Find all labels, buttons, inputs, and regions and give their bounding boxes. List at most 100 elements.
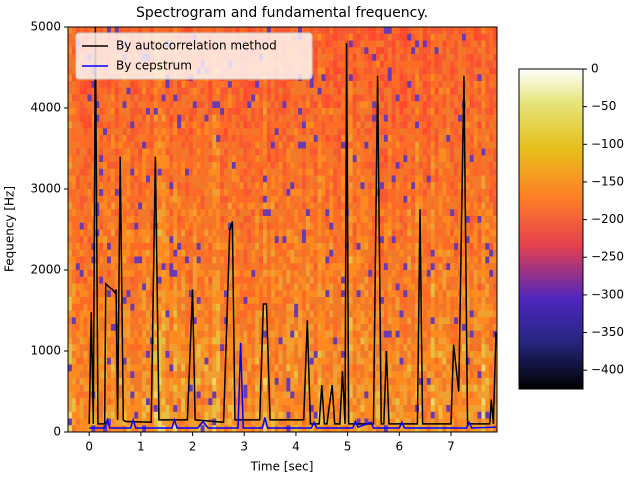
spectrogram-cell	[309, 283, 315, 291]
spectrogram-cell	[122, 418, 128, 426]
spectrogram-cell	[341, 351, 346, 359]
spectrogram-cell	[122, 94, 128, 102]
spectrogram-cell	[227, 344, 233, 352]
spectrogram-cell	[192, 344, 198, 352]
spectrogram-cell	[79, 317, 85, 325]
spectrogram-cell	[204, 121, 209, 129]
spectrogram-cell	[200, 148, 206, 156]
spectrogram-cell	[87, 189, 92, 197]
spectrogram-cell	[231, 175, 237, 183]
spectrogram-cell	[185, 155, 190, 163]
spectrogram-cell	[134, 195, 139, 204]
spectrogram-cell	[255, 162, 260, 170]
spectrogram-cell	[380, 216, 385, 224]
spectrogram-cell	[278, 344, 284, 352]
spectrogram-cell	[348, 411, 354, 420]
spectrogram-cell	[325, 344, 330, 352]
spectrogram-cell	[278, 337, 284, 345]
spectrogram-cell	[321, 364, 326, 372]
spectrogram-cell	[302, 155, 307, 163]
spectrogram-cell	[372, 229, 377, 237]
spectrogram-cell	[282, 182, 287, 190]
spectrogram-cell	[177, 364, 182, 372]
spectrogram-cell	[337, 324, 342, 332]
spectrogram-cell	[270, 236, 276, 244]
spectrogram-cell	[79, 27, 85, 35]
spectrogram-cell	[114, 425, 120, 432]
spectrogram-cell	[181, 81, 186, 89]
spectrogram-cell	[220, 108, 225, 116]
spectrogram-cell	[192, 324, 198, 332]
spectrogram-cell	[360, 33, 365, 42]
spectrogram-cell	[134, 276, 139, 285]
spectrogram-cell	[239, 148, 245, 156]
spectrogram-cell	[122, 398, 128, 406]
spectrogram-cell	[270, 344, 276, 352]
spectrogram-cell	[79, 148, 85, 156]
spectrogram-cell	[126, 243, 131, 251]
spectrogram-cell	[305, 384, 311, 393]
spectrogram-cell	[157, 216, 163, 224]
spectrogram-cell	[266, 175, 272, 183]
spectrogram-cell	[227, 263, 233, 271]
spectrogram-cell	[68, 229, 73, 237]
spectrogram-cell	[181, 128, 186, 136]
spectrogram-cell	[387, 202, 393, 210]
spectrogram-cell	[79, 330, 85, 339]
spectrogram-cell	[130, 141, 135, 150]
spectrogram-cell	[173, 337, 178, 345]
spectrogram-cell	[204, 411, 209, 420]
spectrogram-cell	[290, 270, 295, 278]
spectrogram-cell	[282, 135, 287, 143]
spectrogram-cell	[383, 81, 389, 89]
spectrogram-cell	[192, 135, 198, 143]
spectrogram-cell	[317, 202, 323, 210]
spectrogram-cell	[333, 364, 338, 372]
spectrogram-cell	[325, 155, 330, 163]
spectrogram-cell	[329, 418, 334, 426]
spectrogram-cell	[103, 229, 108, 237]
spectrogram-cell	[107, 162, 112, 170]
spectrogram-cell	[103, 108, 108, 116]
spectrogram-cell	[185, 162, 190, 170]
spectrogram-cell	[239, 168, 245, 177]
spectrogram-cell	[87, 256, 92, 264]
spectrogram-cell	[208, 162, 213, 170]
spectrogram-cell	[286, 337, 291, 345]
spectrogram-cell	[75, 270, 81, 278]
spectrogram-cell	[341, 47, 346, 55]
spectrogram-cell	[364, 175, 369, 183]
spectrogram-cell	[372, 411, 377, 420]
spectrogram-cell	[181, 290, 186, 298]
spectrogram-cell	[290, 263, 295, 271]
spectrogram-cell	[251, 357, 256, 366]
spectrogram-cell	[317, 222, 323, 231]
spectrogram-cell	[325, 87, 330, 96]
spectrogram-cell	[325, 121, 330, 129]
spectrogram-cell	[239, 337, 245, 345]
spectrogram-cell	[181, 391, 186, 399]
spectrogram-cell	[387, 357, 393, 366]
spectrogram-cell	[177, 256, 182, 264]
spectrogram-cell	[185, 256, 190, 264]
spectrogram-cell	[341, 310, 346, 318]
spectrogram-cell	[356, 256, 362, 264]
spectrogram-cell	[383, 405, 389, 413]
spectrogram-cell	[333, 391, 338, 399]
spectrogram-cell	[173, 351, 178, 359]
spectrogram-cell	[270, 101, 276, 109]
spectrogram-cell	[208, 81, 213, 89]
spectrogram-cell	[68, 168, 73, 177]
spectrogram-cell	[337, 67, 342, 75]
spectrogram-cell	[317, 195, 323, 204]
spectrogram-cell	[212, 398, 217, 406]
spectrogram-cell	[103, 209, 108, 217]
spectrogram-cell	[157, 411, 163, 420]
spectrogram-cell	[368, 135, 373, 143]
spectrogram-cell	[75, 378, 81, 386]
spectrogram-cell	[344, 378, 350, 386]
spectrogram-cell	[251, 209, 256, 217]
spectrogram-cell	[71, 317, 77, 325]
spectrogram-cell	[298, 168, 303, 177]
spectrogram-cell	[286, 101, 291, 109]
